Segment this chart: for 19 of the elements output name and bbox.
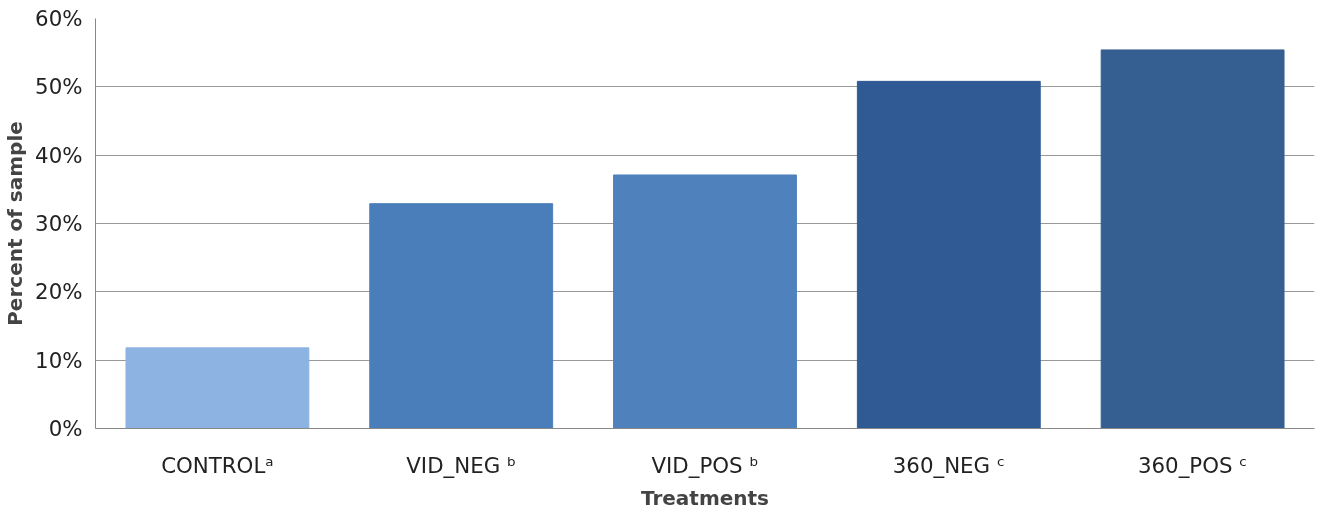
y-tick-label: 0% <box>48 416 83 441</box>
bar <box>856 80 1041 429</box>
y-axis-title: Percent of sample <box>3 121 28 326</box>
y-tick-label: 40% <box>35 142 83 168</box>
bar <box>369 203 554 429</box>
x-axis-title: Treatments <box>640 485 770 510</box>
y-tick-label: 60% <box>35 6 83 31</box>
bar <box>125 347 310 429</box>
x-tick-label: 360_NEG ᶜ <box>892 452 1005 478</box>
y-tick-label: 50% <box>35 74 83 100</box>
x-tick-label: VID_POS ᵇ <box>651 452 759 478</box>
bar <box>1100 49 1285 429</box>
x-tick-label: CONTROLᵃ <box>161 452 274 478</box>
bar <box>613 174 797 429</box>
y-tick-label: 20% <box>35 279 83 305</box>
y-tick-label: 30% <box>35 211 83 236</box>
x-tick-label: VID_NEG ᵇ <box>406 452 517 478</box>
y-tick-label: 10% <box>35 347 83 373</box>
x-tick-label: 360_POS ᶜ <box>1137 452 1248 478</box>
